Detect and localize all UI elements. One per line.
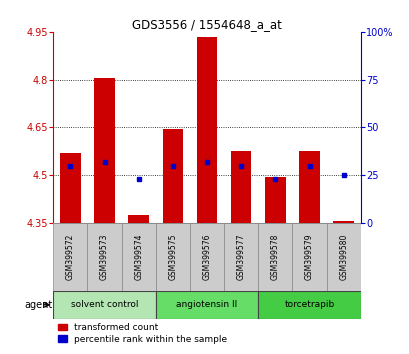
Bar [265,177,285,223]
Text: GSM399576: GSM399576 [202,234,211,280]
Text: GSM399574: GSM399574 [134,234,143,280]
Bar [333,221,353,223]
Text: GSM399573: GSM399573 [100,234,109,280]
Bar [53,291,155,319]
Bar [121,223,155,291]
Text: GSM399578: GSM399578 [270,234,279,280]
Bar [230,151,251,223]
Bar [326,223,360,291]
Bar [162,129,183,223]
Text: torcetrapib: torcetrapib [284,300,334,309]
Text: angiotensin II: angiotensin II [176,300,237,309]
Text: GSM399575: GSM399575 [168,234,177,280]
Text: GSM399579: GSM399579 [304,234,313,280]
Bar [155,291,258,319]
Bar [189,223,224,291]
Text: GSM399580: GSM399580 [338,234,347,280]
Bar [128,215,148,223]
Bar [87,223,121,291]
Bar [196,37,217,223]
Bar [60,153,81,223]
Bar [258,223,292,291]
Legend: transformed count, percentile rank within the sample: transformed count, percentile rank withi… [58,323,227,344]
Text: GSM399577: GSM399577 [236,234,245,280]
Text: GSM399572: GSM399572 [66,234,75,280]
Bar [258,291,360,319]
Bar [224,223,258,291]
Bar [155,223,189,291]
Bar [292,223,326,291]
Text: solvent control: solvent control [71,300,138,309]
Bar [299,151,319,223]
Bar [53,223,87,291]
Bar [94,78,115,223]
Title: GDS3556 / 1554648_a_at: GDS3556 / 1554648_a_at [132,18,281,31]
Text: agent: agent [24,300,52,310]
